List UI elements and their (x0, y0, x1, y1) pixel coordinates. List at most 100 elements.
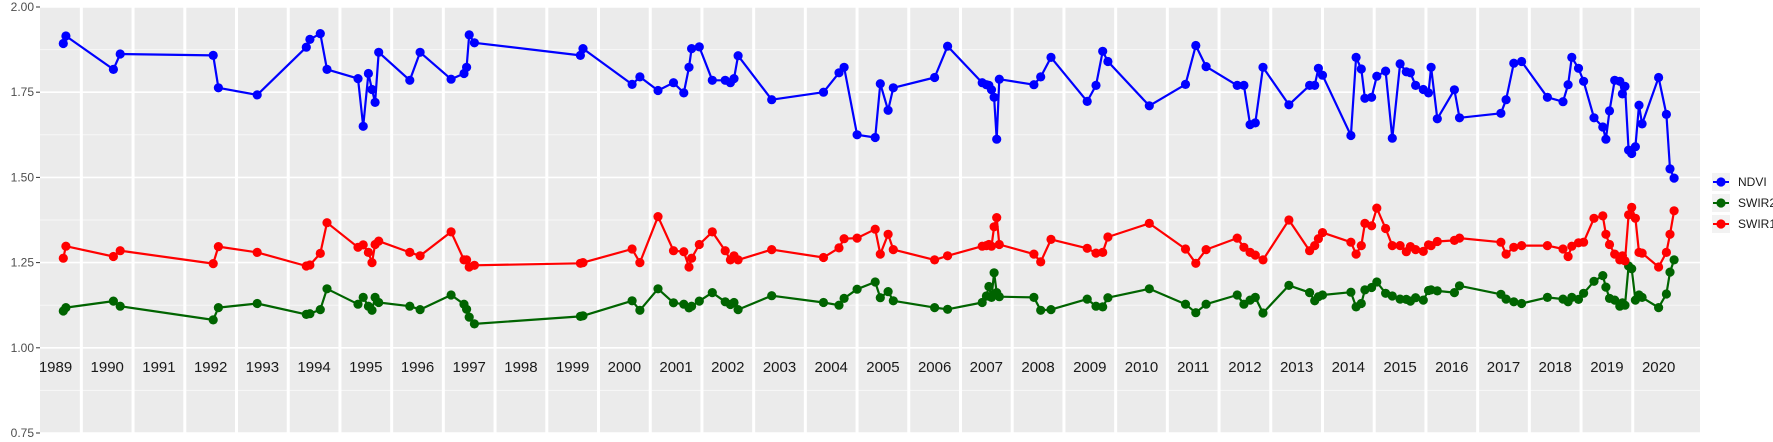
data-point-swir1 (1387, 241, 1397, 251)
data-point-ndvi (992, 134, 1002, 144)
data-point-swir2 (1627, 264, 1637, 274)
data-point-swir2 (733, 305, 743, 315)
data-point-swir2 (1029, 292, 1039, 302)
data-point-swir1 (1579, 237, 1589, 247)
data-point-swir2 (1346, 287, 1356, 297)
data-point-ndvi (1567, 52, 1577, 63)
data-point-ndvi (883, 105, 893, 115)
data-point-swir1 (374, 236, 384, 246)
data-point-swir2 (943, 304, 953, 314)
data-point-ndvi (1082, 96, 1092, 106)
data-point-swir1 (1558, 244, 1568, 254)
year-label: 2002 (711, 359, 744, 376)
data-point-swir2 (213, 303, 223, 313)
data-point-swir1 (1624, 210, 1634, 220)
data-point-swir2 (1669, 255, 1679, 265)
legend-label-swir1: SWIR1 (1738, 217, 1773, 231)
data-point-swir2 (115, 301, 125, 311)
data-point-swir2 (1372, 277, 1382, 287)
data-point-swir2 (839, 293, 849, 303)
data-point-swir2 (358, 292, 368, 302)
data-point-ndvi (1381, 66, 1391, 76)
data-point-swir1 (1589, 213, 1599, 223)
year-label: 2015 (1383, 359, 1416, 376)
data-point-ndvi (464, 30, 474, 40)
data-point-ndvi (1661, 109, 1671, 119)
data-point-swir2 (1356, 298, 1366, 309)
year-label: 2001 (659, 359, 692, 376)
year-label: 1991 (142, 359, 175, 376)
data-point-swir2 (729, 297, 739, 308)
year-label: 2007 (970, 359, 1003, 376)
year-label: 2008 (1021, 359, 1054, 376)
data-point-swir2 (852, 284, 862, 294)
data-point-ndvi (1367, 92, 1377, 102)
data-point-swir2 (1542, 292, 1552, 302)
data-point-swir1 (1103, 232, 1113, 242)
data-point-swir1 (1620, 256, 1630, 266)
data-point-swir1 (213, 242, 223, 252)
year-label: 2011 (1177, 359, 1209, 376)
data-point-swir2 (353, 299, 363, 309)
data-point-swir1 (943, 251, 953, 261)
data-point-swir2 (61, 303, 71, 313)
data-point-ndvi (462, 62, 472, 72)
data-point-swir1 (1144, 218, 1154, 228)
data-point-swir1 (578, 258, 588, 268)
data-point-ndvi (578, 44, 588, 54)
data-point-swir2 (627, 296, 637, 306)
data-point-ndvi (1191, 40, 1201, 51)
data-point-ndvi (358, 121, 368, 131)
data-point-swir2 (446, 290, 456, 300)
year-label: 2017 (1487, 359, 1520, 376)
data-point-ndvi (1313, 63, 1323, 73)
data-point-swir2 (1036, 305, 1046, 315)
data-point-swir2 (767, 291, 777, 301)
data-point-swir1 (1191, 258, 1201, 268)
data-point-swir2 (1232, 290, 1242, 300)
data-point-swir2 (1454, 281, 1465, 291)
data-point-ndvi (1604, 106, 1615, 116)
data-point-swir1 (1029, 249, 1039, 259)
data-point-ndvi (627, 79, 637, 89)
data-point-ndvi (367, 84, 377, 95)
data-point-swir1 (1046, 234, 1056, 244)
data-point-swir2 (930, 303, 940, 313)
data-point-ndvi (989, 92, 999, 102)
data-point-ndvi (1144, 101, 1154, 111)
data-point-ndvi (930, 72, 940, 83)
data-point-ndvi (1426, 62, 1436, 72)
data-point-swir1 (367, 258, 377, 268)
data-point-swir1 (1180, 244, 1191, 254)
data-point-ndvi (1601, 134, 1611, 144)
data-point-ndvi (679, 88, 689, 98)
data-point-ndvi (653, 85, 663, 96)
data-point-ndvi (1665, 164, 1675, 174)
data-point-ndvi (1630, 142, 1640, 152)
data-point-swir2 (1598, 271, 1608, 281)
data-point-swir1 (684, 262, 694, 272)
data-point-swir2 (1509, 297, 1519, 307)
data-point-ndvi (839, 62, 849, 72)
data-point-ndvi (58, 38, 68, 49)
data-point-swir1 (1201, 245, 1211, 255)
data-point-swir1 (1665, 229, 1675, 239)
data-point-swir1 (358, 240, 368, 250)
year-label: 1999 (556, 359, 589, 376)
data-point-swir2 (977, 297, 987, 308)
y-tick-label: 2.00 (11, 0, 35, 14)
data-point-swir2 (578, 311, 588, 321)
data-point-swir1 (1250, 250, 1260, 260)
data-point-swir2 (1201, 299, 1211, 309)
data-point-ndvi (1284, 100, 1294, 110)
data-point-swir2 (464, 312, 474, 322)
data-point-swir1 (1669, 206, 1679, 216)
data-point-ndvi (707, 75, 717, 85)
data-point-ndvi (374, 47, 384, 57)
data-point-swir1 (1367, 221, 1377, 231)
data-point-swir1 (415, 251, 425, 261)
data-point-ndvi (1258, 62, 1268, 72)
data-point-ndvi (684, 62, 694, 72)
year-labels: 1989 1990 1991 1992 1993 1994 1995 1996 1997 1998… (39, 359, 1675, 376)
